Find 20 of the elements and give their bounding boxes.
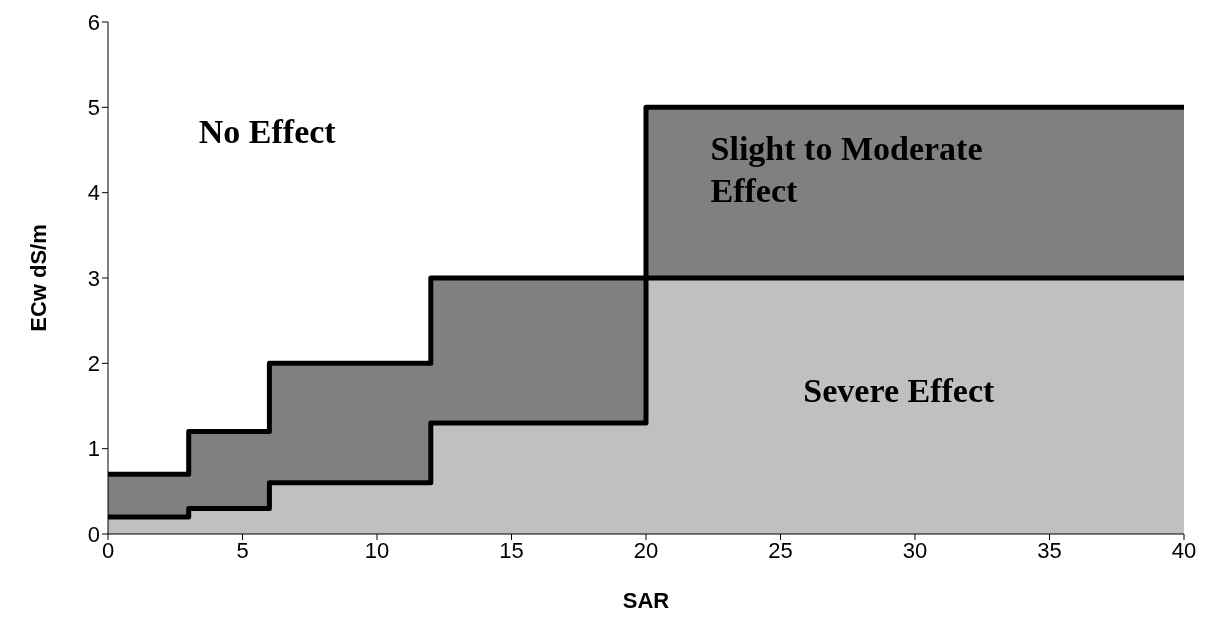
x-tick-label: 10	[364, 537, 390, 563]
y-tick-label: 2	[87, 351, 100, 377]
annotation: No Effect	[198, 113, 336, 151]
annotation: Severe Effect	[802, 370, 996, 411]
x-tick-label: 40	[1171, 537, 1197, 563]
y-tick-label: 5	[87, 95, 100, 121]
x-axis-title: SAR	[622, 588, 670, 613]
y-tick-label: 1	[87, 436, 100, 462]
y-tick-label: 4	[87, 180, 100, 206]
x-tick-label: 15	[499, 537, 524, 563]
x-tick-label: 25	[768, 537, 793, 563]
y-axis-title: ECw dS/m	[25, 224, 51, 332]
y-tick-label: 0	[87, 521, 100, 547]
annotation: Slight to Moderate Effect	[710, 129, 984, 212]
x-tick-label: 30	[902, 537, 928, 563]
x-tick-label: 5	[236, 537, 249, 563]
y-tick-label: 3	[87, 265, 100, 291]
x-tick-label: 35	[1037, 537, 1062, 563]
x-tick-label: 20	[633, 537, 659, 563]
y-tick-label: 6	[87, 9, 100, 35]
